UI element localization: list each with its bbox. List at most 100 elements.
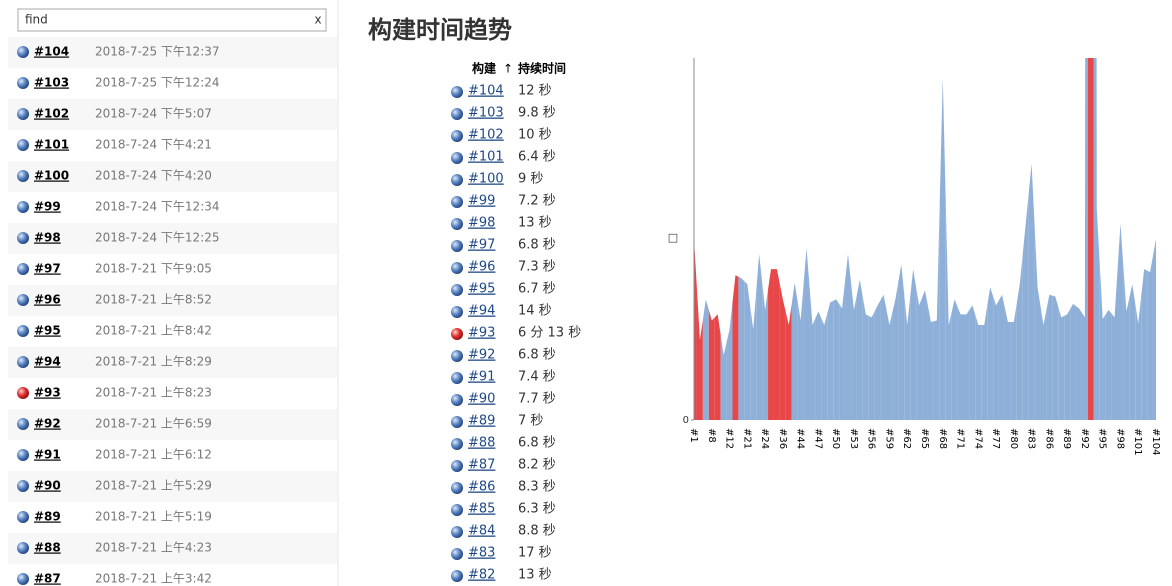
build-link[interactable]: #98 — [34, 231, 61, 245]
build-link[interactable]: #95 — [34, 324, 61, 338]
area-slice — [850, 281, 857, 420]
row-bg — [8, 471, 337, 502]
area-slice — [1022, 193, 1029, 420]
search-clear[interactable]: x — [314, 13, 321, 27]
build-link[interactable]: #92 — [34, 417, 61, 431]
x-tick-label: #62 — [901, 428, 912, 449]
build-link[interactable]: #94 — [468, 304, 495, 319]
area-slice — [993, 296, 1000, 420]
build-link[interactable]: #92 — [468, 348, 495, 363]
status-ball — [17, 418, 29, 430]
x-tick-label: #12 — [724, 428, 735, 449]
area-slice — [1141, 269, 1148, 420]
build-link[interactable]: #94 — [34, 355, 61, 369]
build-link[interactable]: #103 — [34, 76, 69, 90]
x-tick-label: #8 — [706, 428, 717, 443]
status-ball — [17, 356, 29, 368]
area-slice — [951, 299, 958, 420]
row-bg — [8, 533, 337, 564]
x-tick-label: #47 — [812, 428, 823, 449]
status-ball — [451, 174, 463, 186]
area-slice — [1010, 303, 1017, 420]
x-tick-label: #1 — [688, 428, 699, 443]
search-box[interactable] — [17, 8, 327, 32]
status-ball — [451, 218, 463, 230]
area-slice — [1058, 306, 1065, 420]
build-link[interactable]: #87 — [468, 458, 495, 473]
status-ball — [451, 328, 463, 340]
area-slice — [821, 313, 828, 420]
x-tick-label: #101 — [1132, 428, 1143, 455]
row-bg — [8, 285, 337, 316]
build-link[interactable]: #96 — [468, 260, 495, 275]
build-link[interactable]: #101 — [34, 138, 69, 152]
build-link[interactable]: #83 — [468, 546, 495, 561]
area-slice — [732, 275, 739, 420]
search-placeholder: find — [25, 13, 48, 27]
build-link[interactable]: #84 — [468, 524, 495, 539]
build-link[interactable]: #89 — [34, 510, 61, 524]
build-link[interactable]: #97 — [468, 238, 495, 253]
build-link[interactable]: #93 — [468, 326, 495, 341]
build-link[interactable]: #102 — [468, 128, 504, 143]
build-link[interactable]: #88 — [34, 541, 61, 555]
build-link[interactable]: #90 — [34, 479, 61, 493]
status-ball — [451, 86, 463, 98]
build-link[interactable]: #82 — [468, 568, 495, 583]
duration: 7.7 秒 — [518, 392, 556, 407]
build-link[interactable]: #96 — [34, 293, 61, 307]
build-link[interactable]: #99 — [34, 200, 61, 214]
area-slice — [1105, 309, 1112, 420]
x-tick-label: #98 — [1114, 428, 1125, 449]
build-link[interactable]: #90 — [468, 392, 495, 407]
build-link[interactable]: #89 — [468, 414, 495, 429]
status-ball — [451, 108, 463, 120]
area-slice — [898, 264, 905, 420]
duration: 8.3 秒 — [518, 480, 556, 495]
build-date: 2018-7-25 下午12:24 — [95, 76, 220, 90]
status-ball — [451, 460, 463, 472]
x-tick-label: #36 — [777, 428, 788, 449]
area-slice — [845, 254, 851, 420]
build-link[interactable]: #87 — [34, 572, 61, 586]
build-link[interactable]: #97 — [34, 262, 61, 276]
x-tick-label: #56 — [866, 428, 877, 449]
build-link[interactable]: #102 — [34, 107, 69, 121]
build-link[interactable]: #86 — [468, 480, 495, 495]
row-bg — [8, 347, 337, 378]
build-link[interactable]: #103 — [468, 106, 504, 121]
area-slice — [933, 199, 940, 420]
duration: 12 秒 — [518, 84, 552, 99]
build-link[interactable]: #91 — [468, 370, 495, 385]
build-link[interactable]: #100 — [468, 172, 504, 187]
build-link[interactable]: #99 — [468, 194, 495, 209]
status-ball — [17, 108, 29, 120]
build-date: 2018-7-24 下午12:34 — [95, 200, 220, 214]
build-link[interactable]: #101 — [468, 150, 504, 165]
area-slice — [1087, 58, 1094, 420]
row-bg — [8, 223, 337, 254]
status-ball — [451, 196, 463, 208]
build-link[interactable]: #98 — [468, 216, 495, 231]
build-link[interactable]: #95 — [468, 282, 495, 297]
build-link[interactable]: #104 — [34, 45, 69, 59]
status-ball — [451, 526, 463, 538]
status-ball — [451, 152, 463, 164]
build-link[interactable]: #91 — [34, 448, 61, 462]
status-ball — [17, 511, 29, 523]
status-ball — [451, 284, 463, 296]
area-slice — [1070, 303, 1077, 420]
duration: 14 秒 — [518, 304, 552, 319]
build-link[interactable]: #100 — [34, 169, 69, 183]
area-slice — [862, 297, 869, 420]
area-slice — [963, 309, 970, 420]
duration: 6.3 秒 — [518, 502, 556, 517]
build-link[interactable]: #104 — [468, 84, 504, 99]
status-ball — [17, 449, 29, 461]
header-build[interactable]: 构建 — [472, 61, 497, 76]
build-link[interactable]: #85 — [468, 502, 495, 517]
header-duration[interactable]: 持续时间 — [518, 61, 566, 76]
build-link[interactable]: #88 — [468, 436, 495, 451]
build-link[interactable]: #93 — [34, 386, 61, 400]
duration: 7 秒 — [518, 414, 543, 429]
